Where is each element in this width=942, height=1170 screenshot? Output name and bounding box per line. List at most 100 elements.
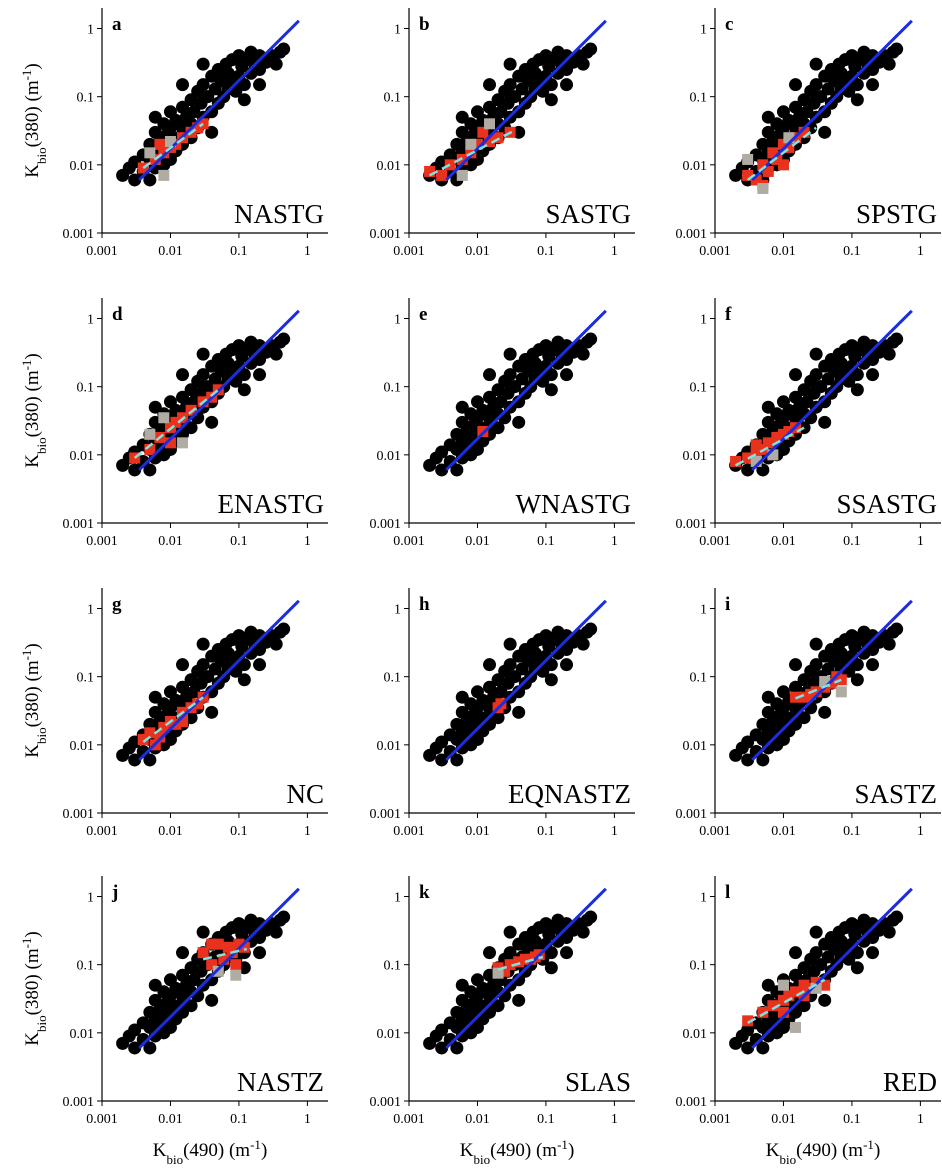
background-point (576, 347, 590, 361)
background-point (512, 705, 526, 719)
x-tick-label: 0.01 (465, 244, 490, 259)
panel-letter: i (725, 594, 730, 615)
background-point (809, 637, 823, 651)
background-point (503, 368, 517, 382)
background-point (143, 173, 157, 187)
background-point (789, 368, 803, 382)
panel: 0.001 0.01 0.1 1 0.001 0.01 0.1 1 f SSASTG (676, 298, 941, 549)
x-tick-label: 0.1 (230, 244, 248, 259)
y-tick-label: 1 (394, 891, 401, 906)
background-point (237, 368, 251, 382)
label-part: ) (22, 63, 43, 69)
x-tick-label: 0.1 (537, 534, 555, 549)
background-point (809, 57, 823, 71)
region-point (835, 686, 847, 698)
region-point (767, 147, 779, 159)
background-point (789, 658, 803, 672)
background-point (128, 173, 142, 187)
x-tick-label: 1 (917, 1112, 924, 1127)
x-tick-label: 0.1 (843, 244, 861, 259)
reference-line (138, 19, 300, 182)
x-tick-label: 0.01 (771, 1112, 796, 1127)
panel-letter: a (112, 14, 122, 35)
region-point (757, 159, 769, 171)
region-point (819, 979, 831, 991)
background-point (850, 658, 864, 672)
x-tick-label: 0.001 (393, 534, 425, 549)
x-tick-label: 0.001 (86, 1112, 118, 1127)
y-tick-label: 0.001 (676, 227, 708, 242)
panel: 0.001 0.01 0.1 1 0.001 0.01 0.1 1 i SASTZ (676, 588, 941, 839)
background-point (761, 400, 775, 414)
background-point (809, 368, 823, 382)
background-point (818, 125, 832, 139)
background-point (761, 690, 775, 704)
background-point (176, 946, 190, 960)
background-point (237, 93, 251, 107)
region-point (212, 965, 224, 977)
x-tick-label: 1 (917, 534, 924, 549)
fit-line (795, 678, 842, 700)
region-label: SPSTG (856, 199, 937, 229)
y-tick-label: 0.01 (377, 159, 402, 174)
x-tick-label: 1 (304, 534, 311, 549)
region-label: NASTG (234, 199, 324, 229)
x-tick-label: 0.001 (86, 244, 118, 259)
background-point (818, 705, 832, 719)
label-sub: bio (34, 1015, 49, 1032)
background-point (741, 1023, 755, 1037)
region-point (504, 959, 516, 971)
background-point (128, 1023, 142, 1037)
background-point (205, 705, 219, 719)
axis-label: Kbio(380) (m-1) (19, 931, 49, 1046)
background-point (789, 100, 803, 114)
background-point (797, 999, 811, 1013)
x-tick-label: 1 (611, 244, 618, 259)
label-sub: bio (34, 437, 49, 454)
region-point (762, 165, 774, 177)
region-point (783, 132, 795, 144)
region-point (164, 135, 176, 147)
y-tick-label: 0.001 (63, 807, 95, 822)
background-point (809, 78, 823, 92)
background-point (818, 993, 832, 1007)
y-tick-label: 0.001 (63, 227, 95, 242)
background-point (544, 658, 558, 672)
background-point (584, 622, 598, 636)
background-point (789, 78, 803, 92)
label-sup: -1 (19, 70, 34, 81)
background-point (176, 658, 190, 672)
label-part: K (766, 1140, 780, 1161)
region-label: NC (286, 779, 324, 809)
y-tick-label: 0.1 (77, 959, 95, 974)
background-point (205, 415, 219, 429)
background-point (789, 968, 803, 982)
background-point (560, 658, 574, 672)
region-label: SASTZ (854, 779, 937, 809)
background-point (890, 910, 904, 924)
region-point (230, 969, 242, 981)
background-point (143, 1041, 157, 1055)
background-point (741, 735, 755, 749)
background-point (809, 347, 823, 361)
background-point (866, 658, 880, 672)
reference-line (751, 599, 913, 762)
region-label: RED (883, 1067, 937, 1097)
y-tick-label: 0.1 (384, 91, 402, 106)
label-part: (490) (m (490, 1140, 557, 1161)
background-point (277, 622, 291, 636)
background-point (560, 946, 574, 960)
reference-line (445, 599, 607, 762)
background-point (455, 978, 469, 992)
background-point (512, 993, 526, 1007)
background-point (176, 390, 190, 404)
background-point (237, 78, 251, 92)
reference-line (445, 19, 607, 182)
x-tick-label: 1 (304, 824, 311, 839)
region-point (771, 431, 783, 443)
background-point (277, 332, 291, 346)
fit-line (429, 129, 516, 177)
x-tick-label: 0.01 (771, 244, 796, 259)
label-part: ) (22, 353, 43, 359)
